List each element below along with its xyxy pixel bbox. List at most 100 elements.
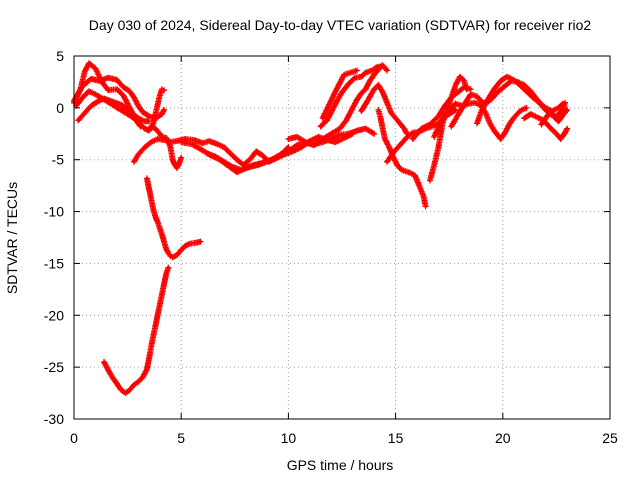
data-point (535, 115, 539, 119)
data-point (342, 136, 346, 140)
data-point (164, 272, 168, 276)
data-point (565, 127, 569, 131)
data-point (437, 125, 440, 128)
x-tick-label: 5 (177, 430, 185, 446)
data-point (366, 99, 370, 103)
data-point (190, 142, 194, 146)
data-point (394, 116, 398, 120)
data-point (336, 98, 340, 102)
data-point (111, 103, 115, 107)
data-point (169, 140, 172, 144)
data-point (428, 123, 432, 126)
data-point (499, 79, 503, 83)
data-point (454, 83, 458, 87)
series-track-10 (101, 264, 172, 397)
tick-layer: 0 5 10 15 20 25 -30 -25 -20 -15 -10 -5 0 5 (44, 48, 618, 446)
data-point (321, 116, 325, 120)
data-point (304, 140, 308, 144)
data-point (132, 96, 136, 99)
data-point (132, 160, 136, 164)
data-point (102, 98, 106, 102)
data-point (132, 383, 136, 387)
data-point (319, 125, 323, 128)
data-point (119, 388, 123, 392)
series-layer (71, 60, 571, 397)
data-point (404, 136, 408, 140)
data-point (331, 106, 335, 110)
data-point (156, 103, 160, 107)
data-point (149, 344, 153, 348)
data-point (449, 106, 453, 110)
data-point (147, 114, 151, 118)
data-point (370, 69, 374, 72)
data-point (432, 135, 436, 139)
data-point (214, 155, 217, 159)
data-point (557, 119, 560, 123)
series-track-21 (474, 73, 566, 127)
data-point (128, 388, 132, 392)
data-point (166, 266, 170, 270)
data-point (417, 184, 421, 188)
y-tick-label: -5 (52, 152, 65, 168)
data-point (539, 123, 543, 126)
data-point (529, 112, 533, 116)
data-point (462, 103, 466, 107)
data-point (286, 137, 290, 141)
data-point (147, 357, 151, 361)
data-point (537, 101, 541, 105)
data-point (136, 153, 140, 156)
data-point (145, 176, 149, 180)
data-point (458, 75, 462, 79)
data-point (128, 109, 132, 113)
data-point (400, 168, 404, 172)
data-point (346, 82, 350, 86)
plot-frame (73, 55, 611, 420)
data-point (121, 85, 125, 89)
data-point (344, 118, 348, 122)
data-point (136, 380, 140, 384)
data-point (106, 368, 110, 372)
data-point (428, 179, 432, 182)
data-point (265, 160, 269, 164)
data-point (454, 102, 458, 106)
data-point (364, 127, 368, 131)
data-point (473, 101, 477, 105)
data-point (156, 220, 160, 224)
data-point (413, 173, 417, 177)
data-point (518, 109, 522, 113)
data-point (484, 111, 488, 115)
data-point (149, 197, 153, 201)
data-point (162, 240, 166, 244)
data-point (402, 127, 406, 131)
data-point (385, 160, 389, 164)
data-point (334, 140, 338, 144)
data-point (156, 313, 160, 317)
data-point (160, 232, 164, 236)
data-point (316, 135, 320, 139)
data-point (552, 115, 556, 119)
x-tick-label: 15 (388, 430, 404, 446)
data-point (89, 104, 93, 108)
x-tick-label: 20 (495, 430, 511, 446)
data-point (486, 98, 490, 102)
data-point (83, 70, 87, 74)
data-point (505, 75, 509, 79)
data-point (359, 75, 363, 79)
data-point (488, 121, 492, 125)
data-point (229, 152, 232, 155)
data-point (160, 112, 164, 116)
data-point (222, 145, 226, 149)
data-point (355, 129, 359, 133)
data-point (261, 154, 265, 158)
data-point (355, 69, 359, 72)
data-point (160, 293, 164, 296)
y-tick-label: 0 (56, 100, 64, 116)
y-tick-label: -30 (44, 411, 64, 427)
data-point (441, 116, 445, 120)
data-point (456, 90, 460, 94)
x-tick-label: 10 (281, 430, 297, 446)
data-point (381, 127, 385, 131)
data-point (503, 131, 507, 135)
data-point (512, 78, 515, 82)
data-point (372, 73, 376, 77)
